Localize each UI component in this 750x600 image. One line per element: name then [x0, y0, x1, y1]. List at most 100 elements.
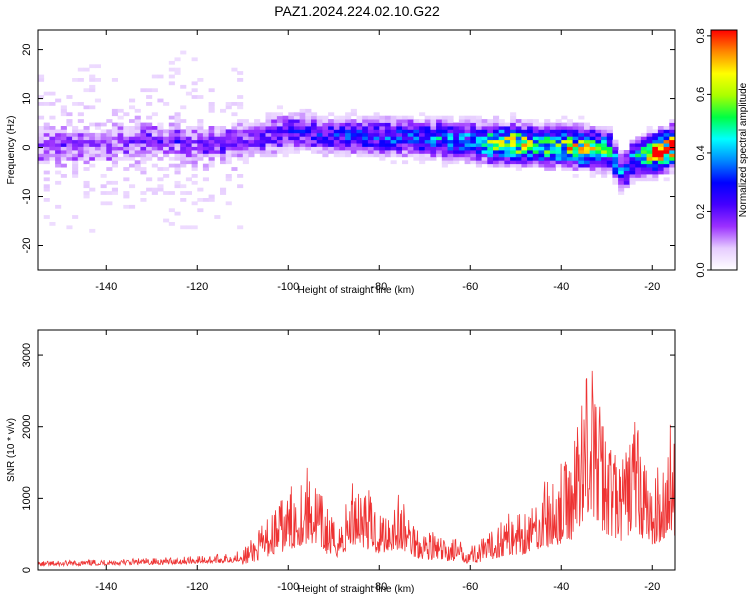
heatmap-cell: [43, 170, 50, 175]
heatmap-cell: [601, 129, 608, 134]
heatmap-cell: [208, 150, 215, 154]
heatmap-cell: [288, 132, 295, 137]
heatmap-cell: [493, 150, 500, 154]
heatmap-cell: [572, 174, 579, 178]
heatmap-cell: [601, 163, 608, 168]
heatmap-cell: [220, 160, 227, 165]
heatmap-cell: [180, 184, 187, 189]
heatmap-cell: [276, 112, 283, 117]
heatmap-cell: [390, 126, 397, 130]
heatmap-cell: [635, 156, 642, 161]
heatmap-cell: [635, 163, 642, 168]
heatmap-cell: [146, 146, 153, 151]
heatmap-cell: [396, 146, 403, 151]
spectrogram-y-axis-title: Frequency (Hz): [6, 116, 17, 185]
heatmap-cell: [436, 119, 443, 123]
heatmap-cell: [595, 150, 602, 154]
heatmap-cell: [333, 136, 340, 141]
heatmap-cell: [311, 126, 318, 130]
heatmap-cell: [367, 126, 374, 130]
heatmap-cell: [618, 160, 625, 165]
heatmap-cell: [225, 201, 232, 206]
heatmap-cell: [129, 163, 136, 168]
snr-y-tick-label: 0: [21, 567, 33, 573]
heatmap-cell: [89, 139, 96, 144]
heatmap-cell: [123, 194, 130, 199]
heatmap-cell: [345, 150, 352, 154]
heatmap-cell: [345, 119, 352, 123]
heatmap-cell: [561, 139, 568, 144]
heatmap-cell: [248, 139, 255, 144]
heatmap-cell: [652, 177, 659, 182]
colorbar-frame: [710, 29, 738, 271]
heatmap-cell: [282, 122, 289, 127]
heatmap-cell: [60, 153, 67, 158]
heatmap-cell: [225, 136, 232, 141]
heatmap-cell: [259, 143, 266, 147]
heatmap-cell: [657, 126, 664, 130]
heatmap-cell: [231, 139, 238, 144]
heatmap-cell: [646, 150, 653, 154]
heatmap-cell: [146, 95, 153, 99]
heatmap-cell: [129, 132, 136, 137]
heatmap-cell: [510, 150, 517, 154]
heatmap-cell: [242, 150, 249, 154]
heatmap-cell: [430, 150, 437, 154]
heatmap-cell: [146, 150, 153, 154]
heatmap-cell: [669, 132, 675, 137]
heatmap-cell: [498, 139, 505, 144]
heatmap-cell: [350, 122, 357, 127]
heatmap-cell: [254, 139, 261, 144]
heatmap-cell: [538, 122, 545, 127]
heatmap-cell: [43, 146, 50, 151]
heatmap-cell: [146, 122, 153, 127]
heatmap-cell: [208, 129, 215, 134]
heatmap-cell: [305, 132, 312, 137]
heatmap-cell: [129, 126, 136, 130]
heatmap-cell: [481, 129, 488, 134]
heatmap-cell: [72, 102, 79, 106]
heatmap-cell: [601, 136, 608, 141]
heatmap-cell: [140, 126, 147, 130]
heatmap-cell: [475, 136, 482, 141]
heatmap-cell: [191, 57, 198, 62]
heatmap-cell: [646, 143, 653, 147]
heatmap-cell: [544, 156, 551, 161]
spectrogram-x-tick-label: -40: [553, 281, 569, 293]
heatmap-cell: [117, 146, 124, 151]
heatmap-cell: [55, 204, 62, 209]
heatmap-cell: [475, 163, 482, 168]
heatmap-cell: [345, 146, 352, 151]
heatmap-cell: [316, 122, 323, 127]
heatmap-cell: [515, 136, 522, 141]
heatmap-cell: [225, 143, 232, 147]
heatmap-cell: [140, 167, 147, 171]
heatmap-cell: [367, 153, 374, 158]
heatmap-cell: [208, 139, 215, 144]
heatmap-cell: [515, 153, 522, 158]
heatmap-cell: [441, 115, 448, 120]
heatmap-cell: [640, 136, 647, 141]
heatmap-cell: [237, 153, 244, 158]
heatmap-cell: [345, 143, 352, 147]
heatmap-cell: [89, 228, 96, 233]
heatmap-cell: [225, 146, 232, 151]
heatmap-cell: [185, 225, 192, 230]
heatmap-cell: [271, 136, 278, 141]
heatmap-cell: [379, 129, 386, 134]
heatmap-cell: [140, 146, 147, 151]
heatmap-cell: [72, 126, 79, 130]
colorbar: 0.00.20.40.60.8 Normalized spectral ampl…: [695, 28, 749, 277]
heatmap-cell: [55, 143, 62, 147]
heatmap-cell: [384, 129, 391, 134]
heatmap-cell: [566, 122, 573, 127]
heatmap-cell: [180, 160, 187, 165]
heatmap-cell: [288, 122, 295, 127]
heatmap-cell: [663, 167, 670, 171]
heatmap-cell: [77, 156, 84, 161]
heatmap-cell: [299, 115, 306, 120]
heatmap-cell: [288, 126, 295, 130]
heatmap-cell: [618, 180, 625, 185]
heatmap-cell: [100, 146, 107, 151]
heatmap-cell: [549, 156, 556, 161]
